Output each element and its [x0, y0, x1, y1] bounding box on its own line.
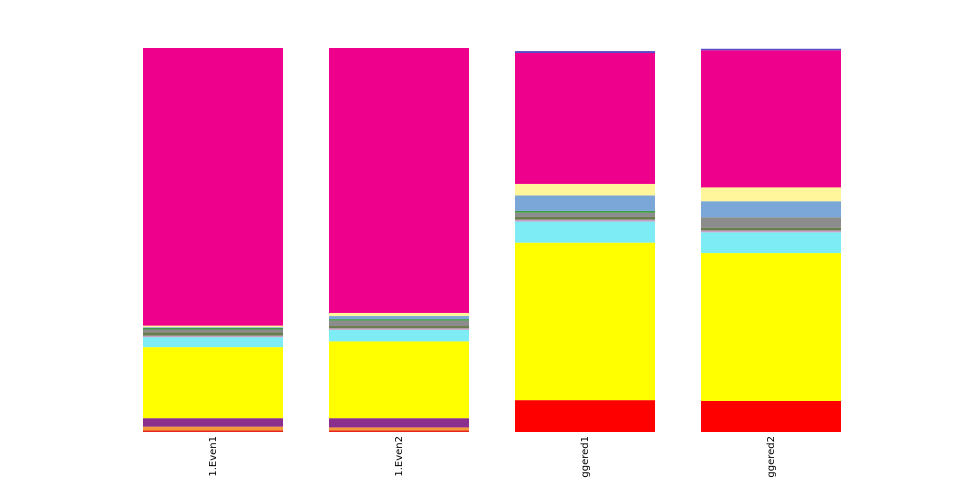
bar-segment: [143, 430, 283, 432]
bar-segment: [701, 227, 841, 231]
bar-segment: [515, 221, 655, 243]
bar-segment: [329, 328, 469, 330]
x-tick-label: ggered1: [580, 436, 591, 478]
bar-segment: [515, 52, 655, 184]
bar-segment: [329, 427, 469, 431]
bar-segment: [329, 316, 469, 320]
bar-segment: [143, 327, 283, 328]
bar-segment: [515, 210, 655, 213]
bar-segment: [143, 325, 283, 328]
bar-segment: [515, 219, 655, 222]
bar-segment: [329, 312, 469, 317]
bars-group: [143, 48, 841, 432]
x-tick-label: ggered2: [766, 436, 777, 478]
bar-segment: [515, 400, 655, 432]
bar-segment: [329, 430, 469, 432]
x-tick-label: 1.Even1: [208, 436, 219, 477]
bar-segment: [515, 242, 655, 401]
bar-segment: [515, 212, 655, 217]
bar-segment: [143, 327, 283, 330]
bar-segment: [515, 216, 655, 220]
bar-segment: [143, 335, 283, 338]
bar-segment: [701, 50, 841, 188]
bar-segment: [143, 332, 283, 336]
x-tick-labels: 1.Even1 1.Even2 ggered1 ggered2: [208, 436, 777, 478]
bar-segment: [143, 347, 283, 419]
bar-segment: [515, 195, 655, 211]
bar-segment: [701, 187, 841, 202]
bar-segment: [515, 183, 655, 196]
bar-segment: [143, 48, 283, 326]
bar-segment: [143, 426, 283, 431]
bar-segment: [329, 418, 469, 428]
bar-segment: [329, 48, 469, 313]
bar-segment: [143, 418, 283, 427]
bar-segment: [701, 230, 841, 233]
bar-segment: [329, 329, 469, 342]
bar-segment: [701, 253, 841, 401]
bar-segment: [701, 48, 841, 51]
bar-segment: [329, 320, 469, 327]
bar-segment: [329, 326, 469, 329]
bar-segment: [701, 400, 841, 432]
bar-segment: [143, 329, 283, 333]
bar-segment: [701, 201, 841, 218]
bar-segment: [515, 51, 655, 53]
x-tick-label: 1.Even2: [394, 436, 405, 477]
bar-segment: [143, 337, 283, 348]
bar-segment: [329, 319, 469, 321]
bar-segment: [701, 217, 841, 228]
bar-segment: [701, 232, 841, 254]
bar-segment: [329, 341, 469, 419]
